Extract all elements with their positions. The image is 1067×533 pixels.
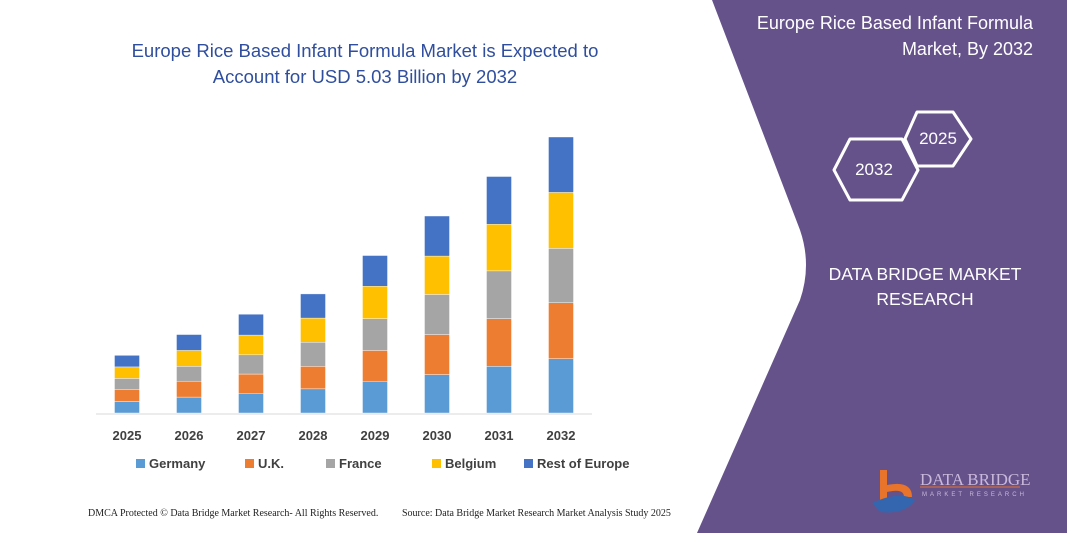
bar-segment-rest-of-europe-2025 — [114, 355, 140, 368]
bar-segment-france-2032 — [548, 248, 574, 303]
legend-label: Germany — [149, 456, 206, 471]
bar-segment-rest-of-europe-2029 — [362, 255, 388, 287]
bar-segment-germany-2026 — [176, 396, 202, 414]
x-tick-label: 2028 — [299, 428, 328, 443]
bar-segment-germany-2031 — [486, 366, 512, 414]
bar-segment-u-k--2032 — [548, 302, 574, 359]
bar-segment-germany-2032 — [548, 358, 574, 414]
bar-segment-rest-of-europe-2028 — [300, 293, 326, 319]
bar-segment-belgium-2032 — [548, 192, 574, 249]
x-tick-label: 2025 — [113, 428, 142, 443]
legend-swatch-rest-of-europe — [524, 459, 533, 468]
bar-segment-germany-2030 — [424, 374, 450, 414]
bar-segment-u-k--2030 — [424, 334, 450, 375]
footer-source: Source: Data Bridge Market Research Mark… — [402, 508, 671, 519]
legend-label: U.K. — [258, 456, 284, 471]
panel-title: Europe Rice Based Infant Formula Market,… — [756, 13, 1033, 59]
bar-segment-germany-2028 — [300, 388, 326, 414]
legend-swatch-belgium — [432, 459, 441, 468]
bar-segment-france-2031 — [486, 270, 512, 319]
logo-subtext: MARKET RESEARCH — [922, 492, 1027, 498]
footer-copyright: DMCA Protected © Data Bridge Market Rese… — [88, 508, 379, 519]
bar-segment-germany-2029 — [362, 380, 388, 414]
legend-swatch-germany — [136, 459, 145, 468]
x-tick-label: 2027 — [237, 428, 266, 443]
legend-swatch-france — [326, 459, 335, 468]
x-tick-label: 2031 — [485, 428, 514, 443]
x-tick-label: 2026 — [175, 428, 204, 443]
bar-segment-germany-2027 — [238, 393, 264, 414]
legend-label: Rest of Europe — [537, 456, 629, 471]
bar-segment-u-k--2029 — [362, 350, 388, 382]
bar-segment-u-k--2026 — [176, 380, 202, 398]
bar-segment-u-k--2025 — [114, 389, 140, 402]
bar-segment-belgium-2029 — [362, 286, 388, 319]
bar-segment-rest-of-europe-2026 — [176, 334, 202, 351]
bar-segment-france-2026 — [176, 366, 202, 382]
bar-segment-belgium-2030 — [424, 255, 450, 295]
bar-segment-rest-of-europe-2030 — [424, 215, 450, 257]
x-tick-label: 2032 — [547, 428, 576, 443]
stacked-bar-chart: 2025 2026 2027 2028 2029 2030 2031 2032 Germany U… — [96, 136, 629, 471]
bar-segment-belgium-2028 — [300, 317, 326, 343]
bar-segment-france-2028 — [300, 342, 326, 367]
brand-name: DATA BRIDGE MARKET RESEARCH — [828, 264, 1022, 309]
hex-label-2025: 2025 — [919, 129, 957, 148]
bar-segment-u-k--2027 — [238, 373, 264, 394]
bar-segment-belgium-2025 — [114, 366, 140, 379]
chart-title: Europe Rice Based Infant Formula Market … — [131, 40, 599, 87]
bar-segment-france-2030 — [424, 294, 450, 335]
bar-segment-germany-2025 — [114, 401, 140, 414]
bar-segment-rest-of-europe-2031 — [486, 176, 512, 225]
x-tick-label: 2030 — [423, 428, 452, 443]
bar-segment-belgium-2026 — [176, 350, 202, 367]
bar-segment-rest-of-europe-2032 — [548, 136, 574, 193]
legend-label: France — [339, 456, 382, 471]
x-tick-label: 2029 — [361, 428, 390, 443]
hex-label-2032: 2032 — [855, 160, 893, 179]
bar-segment-belgium-2031 — [486, 224, 512, 272]
bar-segment-u-k--2028 — [300, 366, 326, 390]
legend-swatch-u-k- — [245, 459, 254, 468]
bar-segment-u-k--2031 — [486, 318, 512, 367]
bar-segment-france-2025 — [114, 378, 140, 390]
bar-segment-belgium-2027 — [238, 334, 264, 356]
legend-label: Belgium — [445, 456, 496, 471]
bar-segment-france-2027 — [238, 354, 264, 375]
bar-segment-france-2029 — [362, 318, 388, 351]
bar-segment-rest-of-europe-2027 — [238, 314, 264, 336]
logo-text: DATA BRIDGE — [920, 470, 1031, 489]
